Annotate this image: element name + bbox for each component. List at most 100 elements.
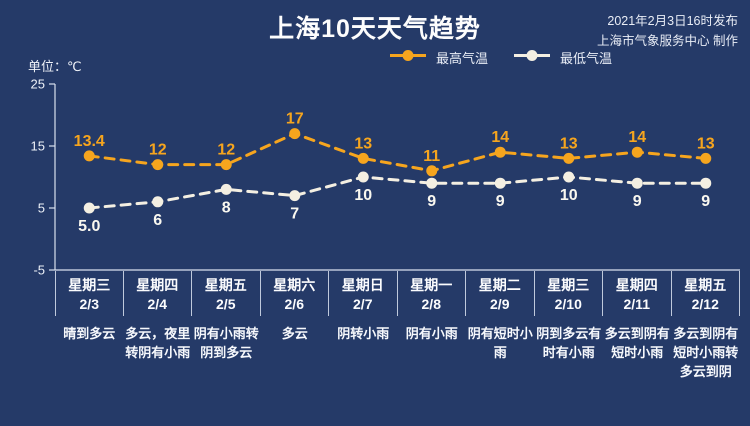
date-label: 2/9 xyxy=(490,296,510,312)
forecast-column-header: 星期二 2/9 xyxy=(466,271,535,316)
max-temp-value-label: 11 xyxy=(423,148,440,165)
weekday-label: 星期三 xyxy=(68,277,111,293)
page-title: 上海10天天气趋势 xyxy=(269,15,481,43)
forecast-column-header: 星期六 2/6 xyxy=(261,271,329,316)
min-temp-line xyxy=(87,175,708,210)
date-label: 2/5 xyxy=(216,296,236,312)
legend-item-min-temp: 最低气温 xyxy=(514,48,612,67)
min-temp-value-label: 9 xyxy=(427,193,436,210)
date-label: 2/8 xyxy=(421,296,441,312)
forecast-column-header: 星期三 2/3 xyxy=(55,271,124,316)
min-temp-point xyxy=(220,183,232,195)
max-temp-point xyxy=(83,150,95,162)
forecast-column-header: 星期一 2/8 xyxy=(398,271,466,316)
forecast-column-header: 星期四 2/11 xyxy=(603,271,672,316)
min-temp-value-label: 9 xyxy=(701,193,710,210)
y-tick-label: -5 xyxy=(33,263,45,278)
max-temp-value-label: 12 xyxy=(149,142,167,159)
weekday-label: 星期五 xyxy=(684,277,727,293)
min-temp-point xyxy=(289,190,301,202)
min-temp-marker-icon xyxy=(514,49,551,67)
weather-description: 晴到多云 xyxy=(63,326,116,341)
y-tick-label: 5 xyxy=(38,201,45,216)
forecast-column: 星期三 2/10 阴到多云有时有小雨 xyxy=(535,271,603,381)
weekday-label: 星期一 xyxy=(410,277,453,293)
issue-info: 2021年2月3日16时发布 上海市气象服务中心 制作 xyxy=(597,11,738,51)
forecast-column: 星期二 2/9 阴有短时小雨 xyxy=(466,271,535,381)
forecast-column-header: 星期五 2/12 xyxy=(672,271,740,316)
legend-label-min-temp: 最低气温 xyxy=(560,51,613,66)
min-temp-point xyxy=(83,202,95,214)
weekday-label: 星期六 xyxy=(273,277,316,293)
max-temp-point xyxy=(289,128,301,140)
legend-item-max-temp: 最高气温 xyxy=(390,48,488,67)
max-temp-marker-icon xyxy=(390,49,426,67)
date-label: 2/4 xyxy=(147,296,167,312)
min-temp-value-label: 10 xyxy=(354,187,372,204)
min-temp-point xyxy=(426,177,438,189)
weather-description: 阴到多云有时有小雨 xyxy=(536,326,602,360)
max-temp-value-label: 14 xyxy=(491,129,509,146)
min-temp-point xyxy=(357,171,369,183)
date-label: 2/7 xyxy=(353,296,373,312)
max-temp-value-label: 14 xyxy=(628,129,646,146)
min-temp-point xyxy=(152,196,164,208)
unit-label: 单位：℃ xyxy=(28,59,82,74)
forecast-column: 星期日 2/7 阴转小雨 xyxy=(329,271,398,381)
chart-legend: 最高气温 最低气温 xyxy=(390,48,612,67)
max-temp-value-label: 17 xyxy=(286,111,304,128)
max-temp-point xyxy=(152,159,164,171)
weekday-label: 星期二 xyxy=(478,277,521,293)
forecast-column: 星期四 2/4 多云，夜里转阴有小雨 xyxy=(124,271,192,381)
issue-datetime: 2021年2月3日16时发布 xyxy=(607,14,738,28)
weather-description: 阴有小雨 xyxy=(405,326,458,341)
max-temp-point xyxy=(220,159,232,171)
max-temp-point xyxy=(631,146,643,158)
weather-description: 多云到阴有短时小雨转多云到阴 xyxy=(673,326,739,379)
date-label: 2/12 xyxy=(691,296,719,312)
weather-description: 多云 xyxy=(281,326,308,341)
forecast-table: 星期三 2/3 晴到多云 星期四 2/4 多云，夜里转阴有小雨 星期五 2/5 阴有小雨转阴到多… xyxy=(55,271,740,381)
min-temp-value-label: 10 xyxy=(560,187,578,204)
weekday-label: 星期日 xyxy=(341,277,384,293)
forecast-column-header: 星期三 2/10 xyxy=(535,271,603,316)
forecast-column: 星期六 2/6 多云 xyxy=(261,271,329,381)
max-temp-line xyxy=(87,131,708,173)
min-temp-point xyxy=(494,177,506,189)
forecast-column: 星期三 2/3 晴到多云 xyxy=(55,271,124,381)
y-tick-label: 15 xyxy=(31,139,45,154)
forecast-column-header: 星期五 2/5 xyxy=(192,271,261,316)
issue-author: 上海市气象服务中心 制作 xyxy=(597,34,738,48)
min-temp-value-label: 7 xyxy=(290,206,299,223)
weather-description: 阴有短时小雨 xyxy=(467,326,533,360)
forecast-column-header: 星期日 2/7 xyxy=(329,271,398,316)
date-label: 2/3 xyxy=(79,296,99,312)
date-label: 2/6 xyxy=(284,296,304,312)
weather-description: 阴转小雨 xyxy=(337,326,390,341)
date-label: 2/10 xyxy=(554,296,582,312)
max-temp-point xyxy=(563,152,575,164)
forecast-column: 星期一 2/8 阴有小雨 xyxy=(398,271,466,381)
min-temp-point xyxy=(631,177,643,189)
max-temp-value-label: 13 xyxy=(560,135,578,152)
weekday-label: 星期五 xyxy=(204,277,247,293)
max-temp-value-label: 13 xyxy=(697,135,715,152)
max-temp-value-label: 13.4 xyxy=(74,133,105,150)
min-temp-value-label: 6 xyxy=(153,212,162,229)
weather-description: 阴有小雨转阴到多云 xyxy=(193,326,259,360)
weather-description: 多云到阴有短时小雨 xyxy=(604,326,670,360)
max-temp-point xyxy=(426,165,438,177)
weekday-label: 星期四 xyxy=(615,277,658,293)
max-temp-value-label: 13 xyxy=(354,135,372,152)
min-temp-value-label: 5.0 xyxy=(78,218,100,235)
y-tick-label: 25 xyxy=(31,77,45,92)
date-label: 2/11 xyxy=(623,296,650,312)
forecast-column-header: 星期四 2/4 xyxy=(124,271,192,316)
min-temp-point xyxy=(700,177,712,189)
weekday-label: 星期四 xyxy=(136,277,179,293)
max-temp-value-label: 12 xyxy=(217,142,235,159)
forecast-column: 星期五 2/12 多云到阴有短时小雨转多云到阴 xyxy=(672,271,740,381)
weather-description: 多云，夜里转阴有小雨 xyxy=(125,326,191,360)
